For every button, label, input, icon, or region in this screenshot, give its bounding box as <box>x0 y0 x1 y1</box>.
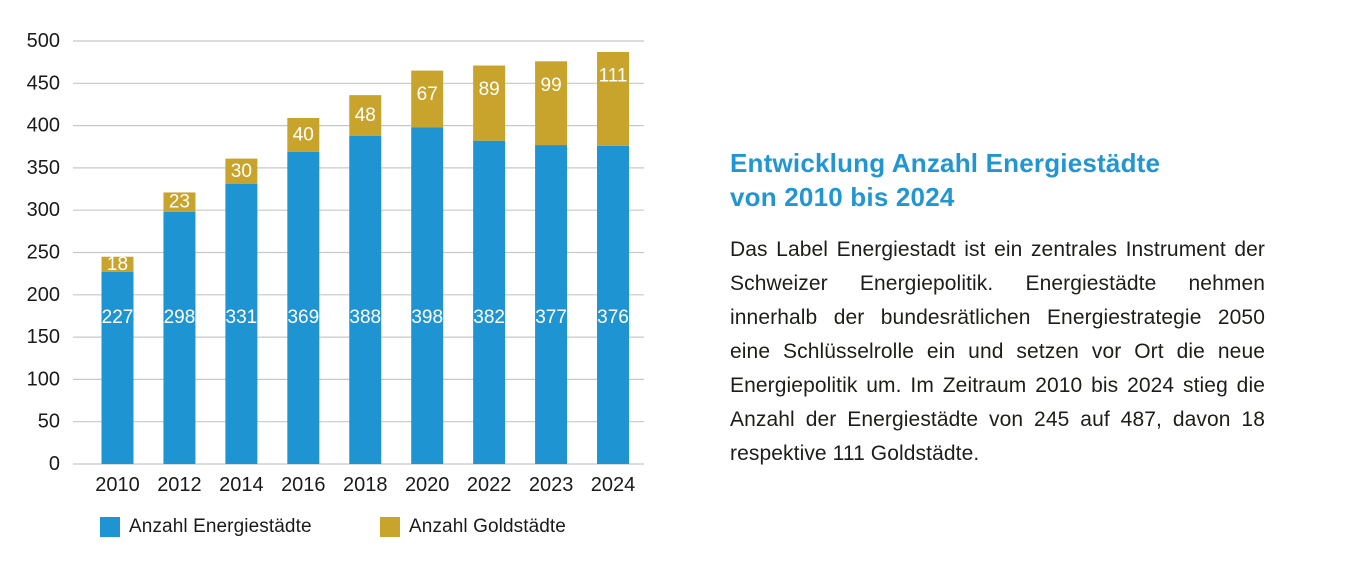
bar-goldstaedte-segment <box>163 192 196 212</box>
stacked-bar-chart: 0 50 100 150 200 250 300 350 400 450 500 227 18 2010 2… <box>27 30 644 496</box>
bar-value-label-energiestaedte: 376 <box>597 307 629 328</box>
y-tick-label: 0 <box>49 453 60 475</box>
chart-panel: 0 50 100 150 200 250 300 350 400 450 500 227 18 2010 2… <box>0 30 700 540</box>
bar-goldstaedte-segment <box>535 61 568 146</box>
bar-energiestaedte-segment <box>101 271 134 464</box>
bar-value-label-energiestaedte: 369 <box>287 307 319 328</box>
bar-value-label-goldstaedte: 40 <box>293 124 314 145</box>
y-tick-label: 100 <box>27 368 60 390</box>
legend-swatch-goldstaedte <box>380 517 400 537</box>
legend-item-goldstaedte: Anzahl Goldstädte <box>380 516 566 538</box>
y-tick-label: 50 <box>38 411 60 433</box>
y-tick-label: 200 <box>27 284 60 306</box>
bar-energiestaedte-segment <box>597 145 630 465</box>
legend-label-goldstaedte: Anzahl Goldstädte <box>409 516 566 537</box>
bar-goldstaedte-segment <box>473 65 506 141</box>
bar-energiestaedte-segment <box>473 140 506 464</box>
article-title: Entwicklung Anzahl Energiestädte von 201… <box>730 148 1161 212</box>
x-tick-label: 2014 <box>219 474 264 496</box>
bar-value-label-energiestaedte: 298 <box>164 307 196 328</box>
x-tick-label: 2016 <box>281 474 326 496</box>
x-tick-label: 2023 <box>529 474 574 496</box>
bar-goldstaedte-segment <box>225 158 258 184</box>
legend-swatch-energiestaedte <box>100 517 120 537</box>
bar-energiestaedte-segment <box>225 183 258 464</box>
article-body: Das Label Energiestadt ist ein zentrales… <box>730 238 1265 465</box>
bar-energiestaedte-segment <box>349 135 382 464</box>
y-tick-label: 150 <box>27 326 60 348</box>
bar-value-label-energiestaedte: 382 <box>473 307 505 328</box>
x-tick-label: 2010 <box>95 474 140 496</box>
bar-energiestaedte-segment <box>163 211 196 464</box>
legend-item-energiestaedte: Anzahl Energiestädte <box>100 516 312 538</box>
bar-value-label-goldstaedte: 23 <box>169 192 190 213</box>
y-tick-label: 250 <box>27 242 60 264</box>
bar-value-label-goldstaedte: 30 <box>231 161 252 182</box>
bar-value-label-energiestaedte: 377 <box>535 307 567 328</box>
bar-value-label-goldstaedte: 67 <box>417 84 438 105</box>
x-tick-label: 2020 <box>405 474 450 496</box>
x-tick-label: 2012 <box>157 474 202 496</box>
bar-value-label-energiestaedte: 331 <box>226 307 258 328</box>
bar-value-label-goldstaedte: 48 <box>355 105 376 126</box>
y-tick-label: 450 <box>27 72 60 94</box>
bar-goldstaedte-segment <box>597 51 630 146</box>
text-panel: Entwicklung Anzahl Energiestädte von 201… <box>730 146 1265 471</box>
bar-value-label-goldstaedte: 18 <box>107 254 128 275</box>
bar-energiestaedte-segment <box>535 145 568 465</box>
bar-energiestaedte-segment <box>411 127 444 465</box>
bar-goldstaedte-segment <box>101 256 134 272</box>
y-tick-label: 400 <box>27 115 60 137</box>
bar-value-label-energiestaedte: 398 <box>411 307 443 328</box>
bar-value-label-goldstaedte: 89 <box>479 79 500 100</box>
bar-value-label-energiestaedte: 227 <box>102 307 134 328</box>
bar-value-label-goldstaedte: 99 <box>541 75 562 96</box>
chart-legend: Anzahl Energiestädte Anzahl Goldstädte <box>0 516 700 540</box>
bar-value-label-goldstaedte: 111 <box>599 65 628 86</box>
x-tick-label: 2024 <box>591 474 636 496</box>
y-tick-label: 300 <box>27 199 60 221</box>
bar-value-label-energiestaedte: 388 <box>349 307 381 328</box>
bar-energiestaedte-segment <box>287 151 320 465</box>
x-tick-label: 2018 <box>343 474 388 496</box>
bar-goldstaedte-segment <box>411 70 444 128</box>
bar-goldstaedte-segment <box>349 95 382 136</box>
y-tick-label: 350 <box>27 157 60 179</box>
legend-label-energiestaedte: Anzahl Energiestädte <box>129 516 312 537</box>
bar-goldstaedte-segment <box>287 117 320 152</box>
y-tick-label: 500 <box>27 30 60 52</box>
x-tick-label: 2022 <box>467 474 512 496</box>
